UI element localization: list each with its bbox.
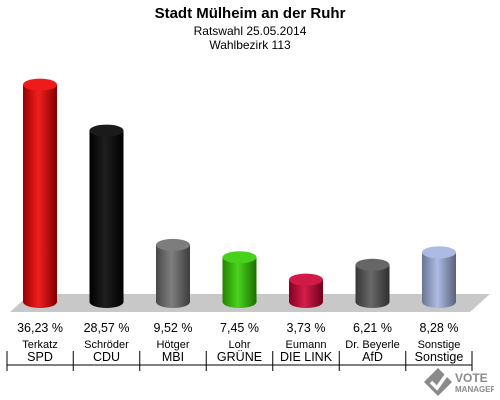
candidate-label: Eumann [286,339,327,351]
bar-body [222,257,257,308]
value-label: 36,23 % [17,321,63,335]
candidate-label: Hötger [156,339,189,351]
party-label: GRÜNE [217,350,262,364]
logo-text-manager: MANAGER [455,385,494,394]
party-label: CDU [93,350,120,364]
chart-subtitle-district: Wahlbezirk 113 [209,38,291,52]
bar-body [156,244,190,308]
bar-body [89,130,124,308]
value-label: 7,45 % [220,321,259,335]
bar-afd [355,258,390,308]
bar-cap [89,124,124,137]
bar-body [355,264,390,308]
bar-cap [289,273,323,286]
bar-body [422,252,456,308]
bar-mbi [156,238,190,308]
party-label: DIE LINK [280,350,333,364]
logo-text-vote: VOTE [455,371,488,385]
candidate-label: Terkatz [22,339,57,351]
bars-group [23,78,456,309]
bar-cap [355,258,390,271]
bar-spd [23,78,57,309]
bar-cap [422,246,456,259]
chart-title: Stadt Mülheim an der Ruhr [155,5,346,22]
bar-gr-ne [222,251,257,308]
bar-cap [156,238,190,251]
candidate-label: Dr. Beyerle [345,339,399,351]
bar-die-linke [289,273,323,308]
party-label: SPD [27,350,53,364]
value-label: 8,28 % [420,321,459,335]
chart-subtitle: Ratswahl 25.05.2014 [194,24,307,38]
party-label: AfD [362,350,383,364]
party-label: Sonstige [415,350,464,364]
value-label: 3,73 % [287,321,326,335]
checkmark-icon [424,368,452,396]
candidate-label: Sonstige [418,339,461,351]
bar-body [289,279,323,308]
bar-body [23,84,57,309]
candidate-label: Lohr [228,339,250,351]
bar-cdu [89,124,124,308]
value-label: 9,52 % [154,321,193,335]
votemanager-logo: VOTE MANAGER [424,368,494,396]
party-label: MBI [162,350,184,364]
candidate-label: Schröder [84,339,129,351]
bar-cap [222,251,257,264]
value-label: 28,57 % [84,321,130,335]
bar-sonstige [422,246,456,308]
bar-cap [23,78,57,91]
value-label: 6,21 % [353,321,392,335]
